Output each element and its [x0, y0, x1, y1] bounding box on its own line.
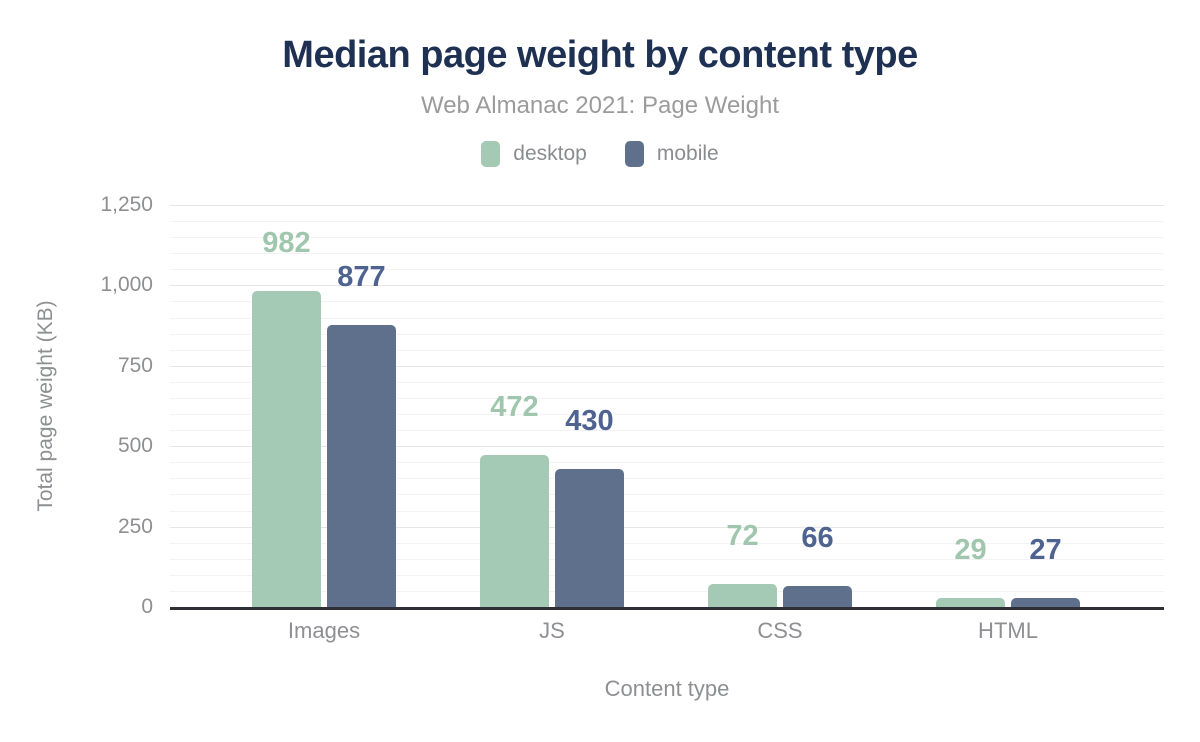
- bar-desktop-js[interactable]: [480, 455, 549, 607]
- minor-gridline: [170, 237, 1164, 239]
- minor-gridline: [170, 462, 1164, 464]
- minor-gridline: [170, 590, 1164, 592]
- value-label-desktop-html: 29: [954, 533, 987, 566]
- minor-gridline: [170, 317, 1164, 319]
- minor-gridline: [170, 301, 1164, 303]
- minor-gridline: [170, 574, 1164, 576]
- major-gridline: [170, 526, 1164, 528]
- major-gridline: [170, 446, 1164, 448]
- value-label-mobile-html: 27: [1029, 534, 1062, 567]
- value-label-mobile-images: 877: [337, 260, 386, 293]
- minor-gridline: [170, 510, 1164, 512]
- x-axis-line: [170, 607, 1164, 610]
- minor-gridline: [170, 349, 1164, 351]
- bar-desktop-html[interactable]: [936, 597, 1005, 607]
- minor-gridline: [170, 558, 1164, 560]
- minor-gridline: [170, 381, 1164, 383]
- bar-desktop-css[interactable]: [708, 583, 777, 607]
- x-tick-label-js: JS: [539, 618, 565, 643]
- minor-gridline: [170, 269, 1164, 271]
- major-gridline: [170, 365, 1164, 367]
- major-gridline: [170, 205, 1164, 206]
- x-tick-label-images: Images: [287, 618, 361, 643]
- chart-subtitle: Web Almanac 2021: Page Weight: [420, 92, 779, 119]
- minor-gridline: [170, 414, 1164, 416]
- y-tick-label: 0: [141, 595, 153, 618]
- x-tick-label-css: CSS: [757, 618, 803, 643]
- y-tick-label: 1,250: [100, 193, 153, 216]
- value-label-mobile-js: 430: [565, 404, 614, 437]
- minor-gridline: [170, 253, 1164, 255]
- y-tick-label: 500: [117, 434, 153, 458]
- legend-label-desktop: desktop: [513, 142, 587, 165]
- value-label-desktop-images: 982: [262, 227, 311, 260]
- chart-title: Median page weight by content type: [282, 34, 918, 76]
- value-label-desktop-css: 72: [726, 519, 759, 552]
- bar-mobile-html[interactable]: [1011, 598, 1080, 607]
- minor-gridline: [170, 542, 1164, 544]
- x-axis-labels: Images JS CSS HTML: [0, 618, 1200, 648]
- bar-mobile-css[interactable]: [783, 585, 852, 607]
- minor-gridline: [170, 397, 1164, 399]
- major-gridline: [170, 285, 1164, 287]
- minor-gridline: [170, 430, 1164, 432]
- plot-area: 982 877 472 430 72 66 29 27: [170, 205, 1164, 610]
- value-label-mobile-css: 66: [801, 521, 834, 554]
- legend-item-mobile[interactable]: mobile: [624, 141, 719, 167]
- minor-gridline: [170, 494, 1164, 496]
- minor-gridline: [170, 221, 1164, 223]
- y-axis-tick-labels: 0 250 500 750 1,000 1,250: [0, 0, 153, 742]
- y-tick-label: 750: [117, 353, 153, 377]
- bar-mobile-js[interactable]: [555, 468, 624, 607]
- value-label-desktop-js: 472: [490, 391, 539, 424]
- minor-gridline: [170, 478, 1164, 480]
- x-tick-label-html: HTML: [978, 618, 1038, 643]
- legend-label-mobile: mobile: [656, 142, 719, 165]
- x-axis-title: Content type: [604, 676, 730, 701]
- legend: desktop mobile: [0, 141, 1200, 167]
- minor-gridline: [170, 333, 1164, 335]
- desktop-series-swatch-icon: [481, 141, 501, 167]
- y-tick-label: 1,000: [100, 273, 153, 297]
- mobile-series-swatch-icon: [624, 141, 644, 167]
- bar-desktop-images[interactable]: [252, 291, 321, 607]
- legend-item-desktop[interactable]: desktop: [481, 141, 587, 167]
- y-tick-label: 250: [117, 514, 153, 538]
- bar-mobile-images[interactable]: [327, 324, 396, 607]
